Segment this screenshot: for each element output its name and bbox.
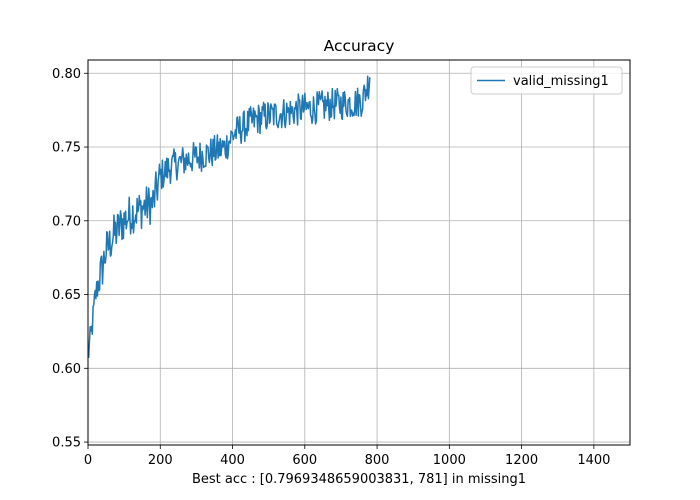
series-line-valid_missing1	[87, 75, 371, 358]
y-tick-label: 0.65	[52, 288, 81, 303]
legend: valid_missing1	[470, 66, 623, 95]
x-tick-label: 400	[220, 453, 245, 468]
y-tick-label: 0.70	[52, 214, 81, 229]
x-tick-label: 600	[292, 453, 317, 468]
x-tick-label: 1200	[505, 453, 538, 468]
y-tick-label: 0.60	[52, 362, 81, 377]
y-tick-label: 0.75	[52, 141, 81, 156]
series-layer	[87, 75, 371, 358]
x-axis-label: Best acc : [0.7969348659003831, 781] in …	[192, 472, 526, 487]
legend-label: valid_missing1	[513, 74, 609, 89]
x-tick-label: 1400	[577, 453, 610, 468]
legend-box	[470, 66, 623, 95]
y-tick-label: 0.55	[52, 436, 81, 451]
x-tick-label: 800	[365, 453, 390, 468]
x-tick-label: 1000	[433, 453, 466, 468]
x-tick-label: 0	[84, 453, 92, 468]
grid-lines	[87, 60, 630, 445]
chart-title: Accuracy	[324, 37, 395, 55]
x-tick-label: 200	[148, 453, 173, 468]
axis-ticks: 0 200 400 600 800 1000 1200 1400 0.55 0.60 0.65 0.7…	[52, 67, 610, 468]
plot-frame	[87, 59, 631, 446]
y-tick-label: 0.80	[52, 67, 81, 82]
